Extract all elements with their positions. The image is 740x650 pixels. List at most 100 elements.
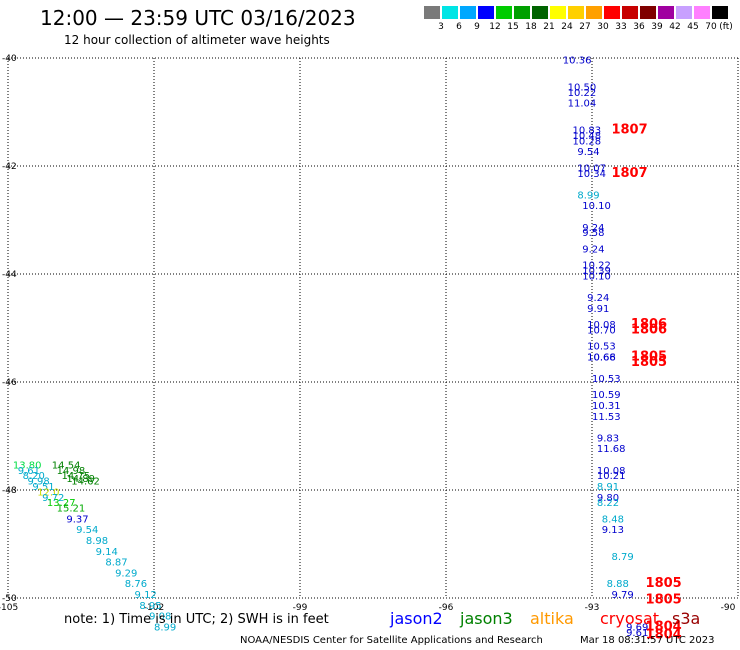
wave-height-label: 9.08: [149, 612, 171, 623]
wave-height-label: 9.98: [27, 477, 49, 488]
cryosat-time-label: 1807: [611, 166, 647, 181]
wave-height-label: 10.22: [568, 88, 597, 99]
wave-height-label: 9.24: [582, 244, 604, 255]
lat-tick-label: -48: [2, 486, 17, 496]
lat-tick-label: -40: [2, 54, 17, 64]
wave-height-label: 9.14: [96, 547, 118, 558]
wave-height-label: 9.69: [626, 622, 648, 633]
wave-height-label: 9.83: [597, 433, 619, 444]
mission-jason3: jason3: [460, 609, 513, 628]
page-title: 12:00 — 23:59 UTC 03/16/2023: [40, 6, 356, 30]
wave-height-label: 10.22: [582, 261, 611, 272]
wave-height-label: 10.34: [577, 169, 606, 180]
scale-label: 33: [615, 22, 627, 32]
footer-note: note: 1) Time is in UTC; 2) SWH is in fe…: [64, 612, 329, 627]
scale-label: 27: [579, 22, 591, 32]
wave-height-label: 10.70: [587, 325, 616, 336]
page-subtitle: 12 hour collection of altimeter wave hei…: [64, 33, 330, 47]
wave-height-label: 10.28: [573, 136, 602, 147]
cryosat-time-label: 1807: [611, 123, 647, 138]
wave-height-label: 8.88: [607, 579, 629, 590]
wave-height-label: 8.99: [577, 190, 599, 201]
mission-s3a: s3a: [672, 609, 701, 628]
wave-height-label: 14.75: [62, 471, 91, 482]
scale-label: 18: [525, 22, 537, 32]
wave-height-label: 10.48: [573, 131, 602, 142]
scale-swatch: [424, 6, 440, 19]
wave-height-label: 10.07: [577, 163, 606, 174]
lon-tick-label: -105: [0, 603, 18, 613]
scale-swatch: [640, 6, 656, 19]
lon-tick-label: -96: [439, 603, 454, 613]
scale-label: 12: [489, 22, 501, 32]
wave-height-label: 14.62: [71, 477, 100, 488]
wave-height-label: 9.72: [42, 493, 64, 504]
wave-height-label: 8.79: [611, 552, 633, 563]
scale-label: 15: [507, 22, 519, 32]
wave-height-label: 9.29: [115, 568, 137, 579]
scale-label: 24: [561, 22, 573, 32]
wave-height-label: 9.58: [582, 228, 604, 239]
wave-height-label: 8.87: [105, 558, 127, 569]
wave-height-label: 8.22: [597, 498, 619, 509]
scale-unit: (ft): [719, 22, 733, 32]
scale-label: 36: [633, 22, 645, 32]
wave-height-label: 11.04: [568, 99, 597, 110]
lat-tick-label: -46: [2, 378, 17, 388]
wave-height-label: 10.08: [597, 466, 626, 477]
cryosat-time-label: 1805: [646, 576, 682, 591]
scale-swatch: [604, 6, 620, 19]
scale-swatch: [514, 6, 530, 19]
cryosat-time-label: 1806: [631, 322, 667, 337]
lat-tick-label: -50: [2, 594, 17, 604]
wave-height-label: 8.48: [602, 514, 624, 525]
wave-height-label: 8.76: [125, 579, 147, 590]
wave-height-label: 10.39: [582, 266, 611, 277]
wave-height-label: 10.36: [563, 55, 592, 66]
scale-swatch: [442, 6, 458, 19]
map-tick-labels: -105 -102 -99 -96 -93 -90 -40 -42 -44 -46 -48 -50: [0, 54, 736, 613]
wave-height-label: 10.59: [592, 390, 621, 401]
lat-tick-label: -42: [2, 162, 17, 172]
scale-label: 30: [597, 22, 609, 32]
wave-height-label: 10.83: [573, 126, 602, 137]
wave-height-label: 9.61: [626, 628, 648, 639]
wave-height-label: 10.50: [568, 82, 597, 93]
scale-swatch: [676, 6, 692, 19]
cryosat-time-label: 1804: [646, 628, 682, 643]
wave-height-label: 14.89: [66, 474, 95, 485]
wave-height-label: 8.99: [154, 622, 176, 633]
wave-height-label: 9.37: [66, 514, 88, 525]
mission-cryosat: cryosat: [600, 609, 660, 628]
wave-height-label: 15.21: [57, 504, 86, 515]
wave-height-label: 13.27: [47, 498, 76, 509]
scale-label: 9: [474, 22, 480, 32]
cryosat-time-label: 1805: [631, 355, 667, 370]
wave-height-label: 9.80: [597, 493, 619, 504]
scale-swatch: [586, 6, 602, 19]
wave-height-label: 13.80: [13, 460, 42, 471]
wave-height-label: 10.10: [582, 271, 611, 282]
scale-swatch: [496, 6, 512, 19]
scale-swatch: [550, 6, 566, 19]
wave-height-label: 9.12: [135, 590, 157, 601]
scale-swatch: [658, 6, 674, 19]
map-grid: [7, 57, 739, 599]
lon-tick-label: -90: [721, 603, 736, 613]
scale-swatch: [568, 6, 584, 19]
scale-label: 39: [651, 22, 663, 32]
lon-tick-label: -99: [293, 603, 308, 613]
wave-height-label: 11.68: [597, 444, 626, 455]
wave-height-label: 14.98: [57, 466, 86, 477]
scale-swatch: [478, 6, 494, 19]
footer-credit: NOAA/NESDIS Center for Satellite Applica…: [240, 635, 543, 646]
wave-height-label: 9.13: [602, 525, 624, 536]
wave-height-label: 9.79: [611, 590, 633, 601]
lon-tick-label: -102: [144, 603, 164, 613]
wave-height-label: 14.54: [52, 460, 81, 471]
lat-tick-label: -44: [2, 270, 17, 280]
wave-height-label: 11.53: [592, 412, 621, 423]
wave-height-label: 10.31: [592, 401, 621, 412]
wave-height-label: 8.20: [23, 471, 45, 482]
